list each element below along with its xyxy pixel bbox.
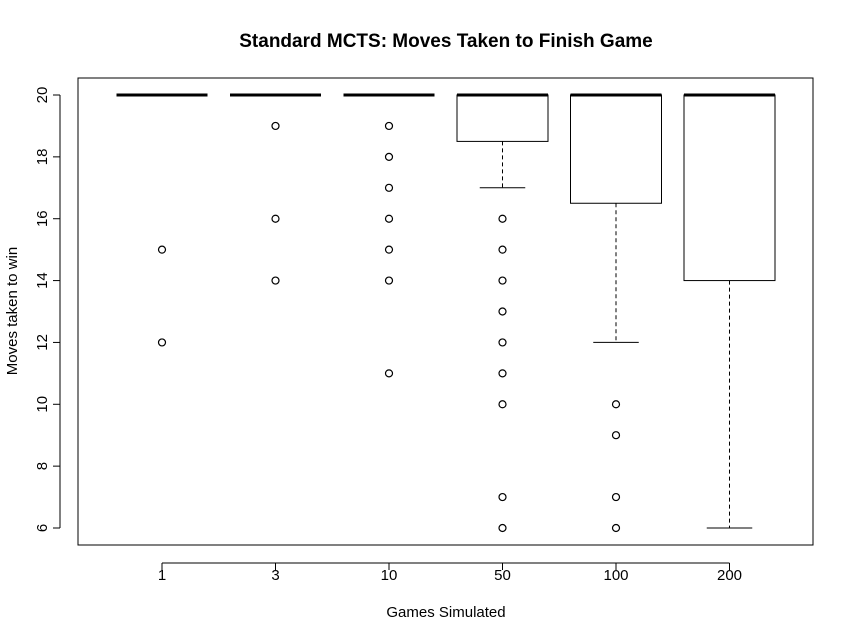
outlier-point — [384, 369, 394, 378]
outlier-point — [498, 338, 507, 347]
outlier-point — [611, 492, 621, 502]
box-iqr — [683, 94, 776, 282]
box-3 — [230, 93, 321, 285]
outlier-point — [498, 523, 507, 533]
y-tick-label: 18 — [34, 149, 51, 166]
outlier-point — [611, 523, 621, 533]
outlier-point — [611, 431, 621, 440]
box-iqr — [456, 94, 549, 142]
x-tick-label: 200 — [717, 567, 742, 584]
outlier-point — [498, 369, 507, 378]
outlier-point — [157, 245, 167, 254]
outlier-point — [498, 400, 507, 409]
outlier-point — [498, 214, 507, 223]
x-tick-label: 1 — [158, 567, 166, 584]
outlier-point — [384, 276, 394, 285]
x-tick-label: 50 — [494, 567, 511, 584]
outlier-point — [384, 214, 394, 223]
box-iqr — [570, 94, 662, 204]
outlier-point — [611, 400, 621, 409]
y-tick-label: 20 — [34, 87, 51, 104]
x-axis-label: Games Simulated — [386, 604, 505, 621]
y-tick-label: 6 — [34, 524, 51, 532]
box-50 — [456, 93, 549, 533]
boxes-group — [116, 93, 776, 533]
box-100 — [570, 93, 662, 533]
outlier-point — [384, 121, 394, 131]
outlier-point — [271, 121, 280, 131]
chart-title: Standard MCTS: Moves Taken to Finish Gam… — [239, 31, 653, 52]
outlier-point — [157, 338, 167, 347]
outlier-point — [384, 183, 394, 192]
x-tick-label: 3 — [271, 567, 279, 584]
box-1 — [116, 93, 208, 347]
x-tick-label: 100 — [603, 567, 628, 584]
y-axis-label: Moves taken to win — [4, 247, 21, 375]
y-tick-label: 12 — [34, 334, 51, 351]
box-10 — [343, 93, 435, 378]
plot-frame — [77, 77, 814, 546]
box-200 — [683, 93, 776, 529]
outlier-point — [384, 245, 394, 254]
outlier-point — [384, 152, 394, 161]
y-tick-label: 16 — [34, 210, 51, 227]
y-axis: 6 8 10 12 14 16 18 20 — [34, 87, 61, 532]
outlier-point — [498, 307, 507, 316]
outlier-point — [498, 492, 507, 502]
outlier-point — [498, 245, 507, 254]
outlier-point — [271, 214, 280, 223]
y-tick-label: 14 — [34, 272, 51, 289]
x-tick-label: 10 — [381, 567, 398, 584]
y-tick-label: 10 — [34, 396, 51, 413]
outlier-point — [271, 276, 280, 285]
x-axis: 1 3 10 50 100 200 — [158, 562, 742, 584]
outlier-point — [498, 276, 507, 285]
y-tick-label: 8 — [34, 462, 51, 470]
